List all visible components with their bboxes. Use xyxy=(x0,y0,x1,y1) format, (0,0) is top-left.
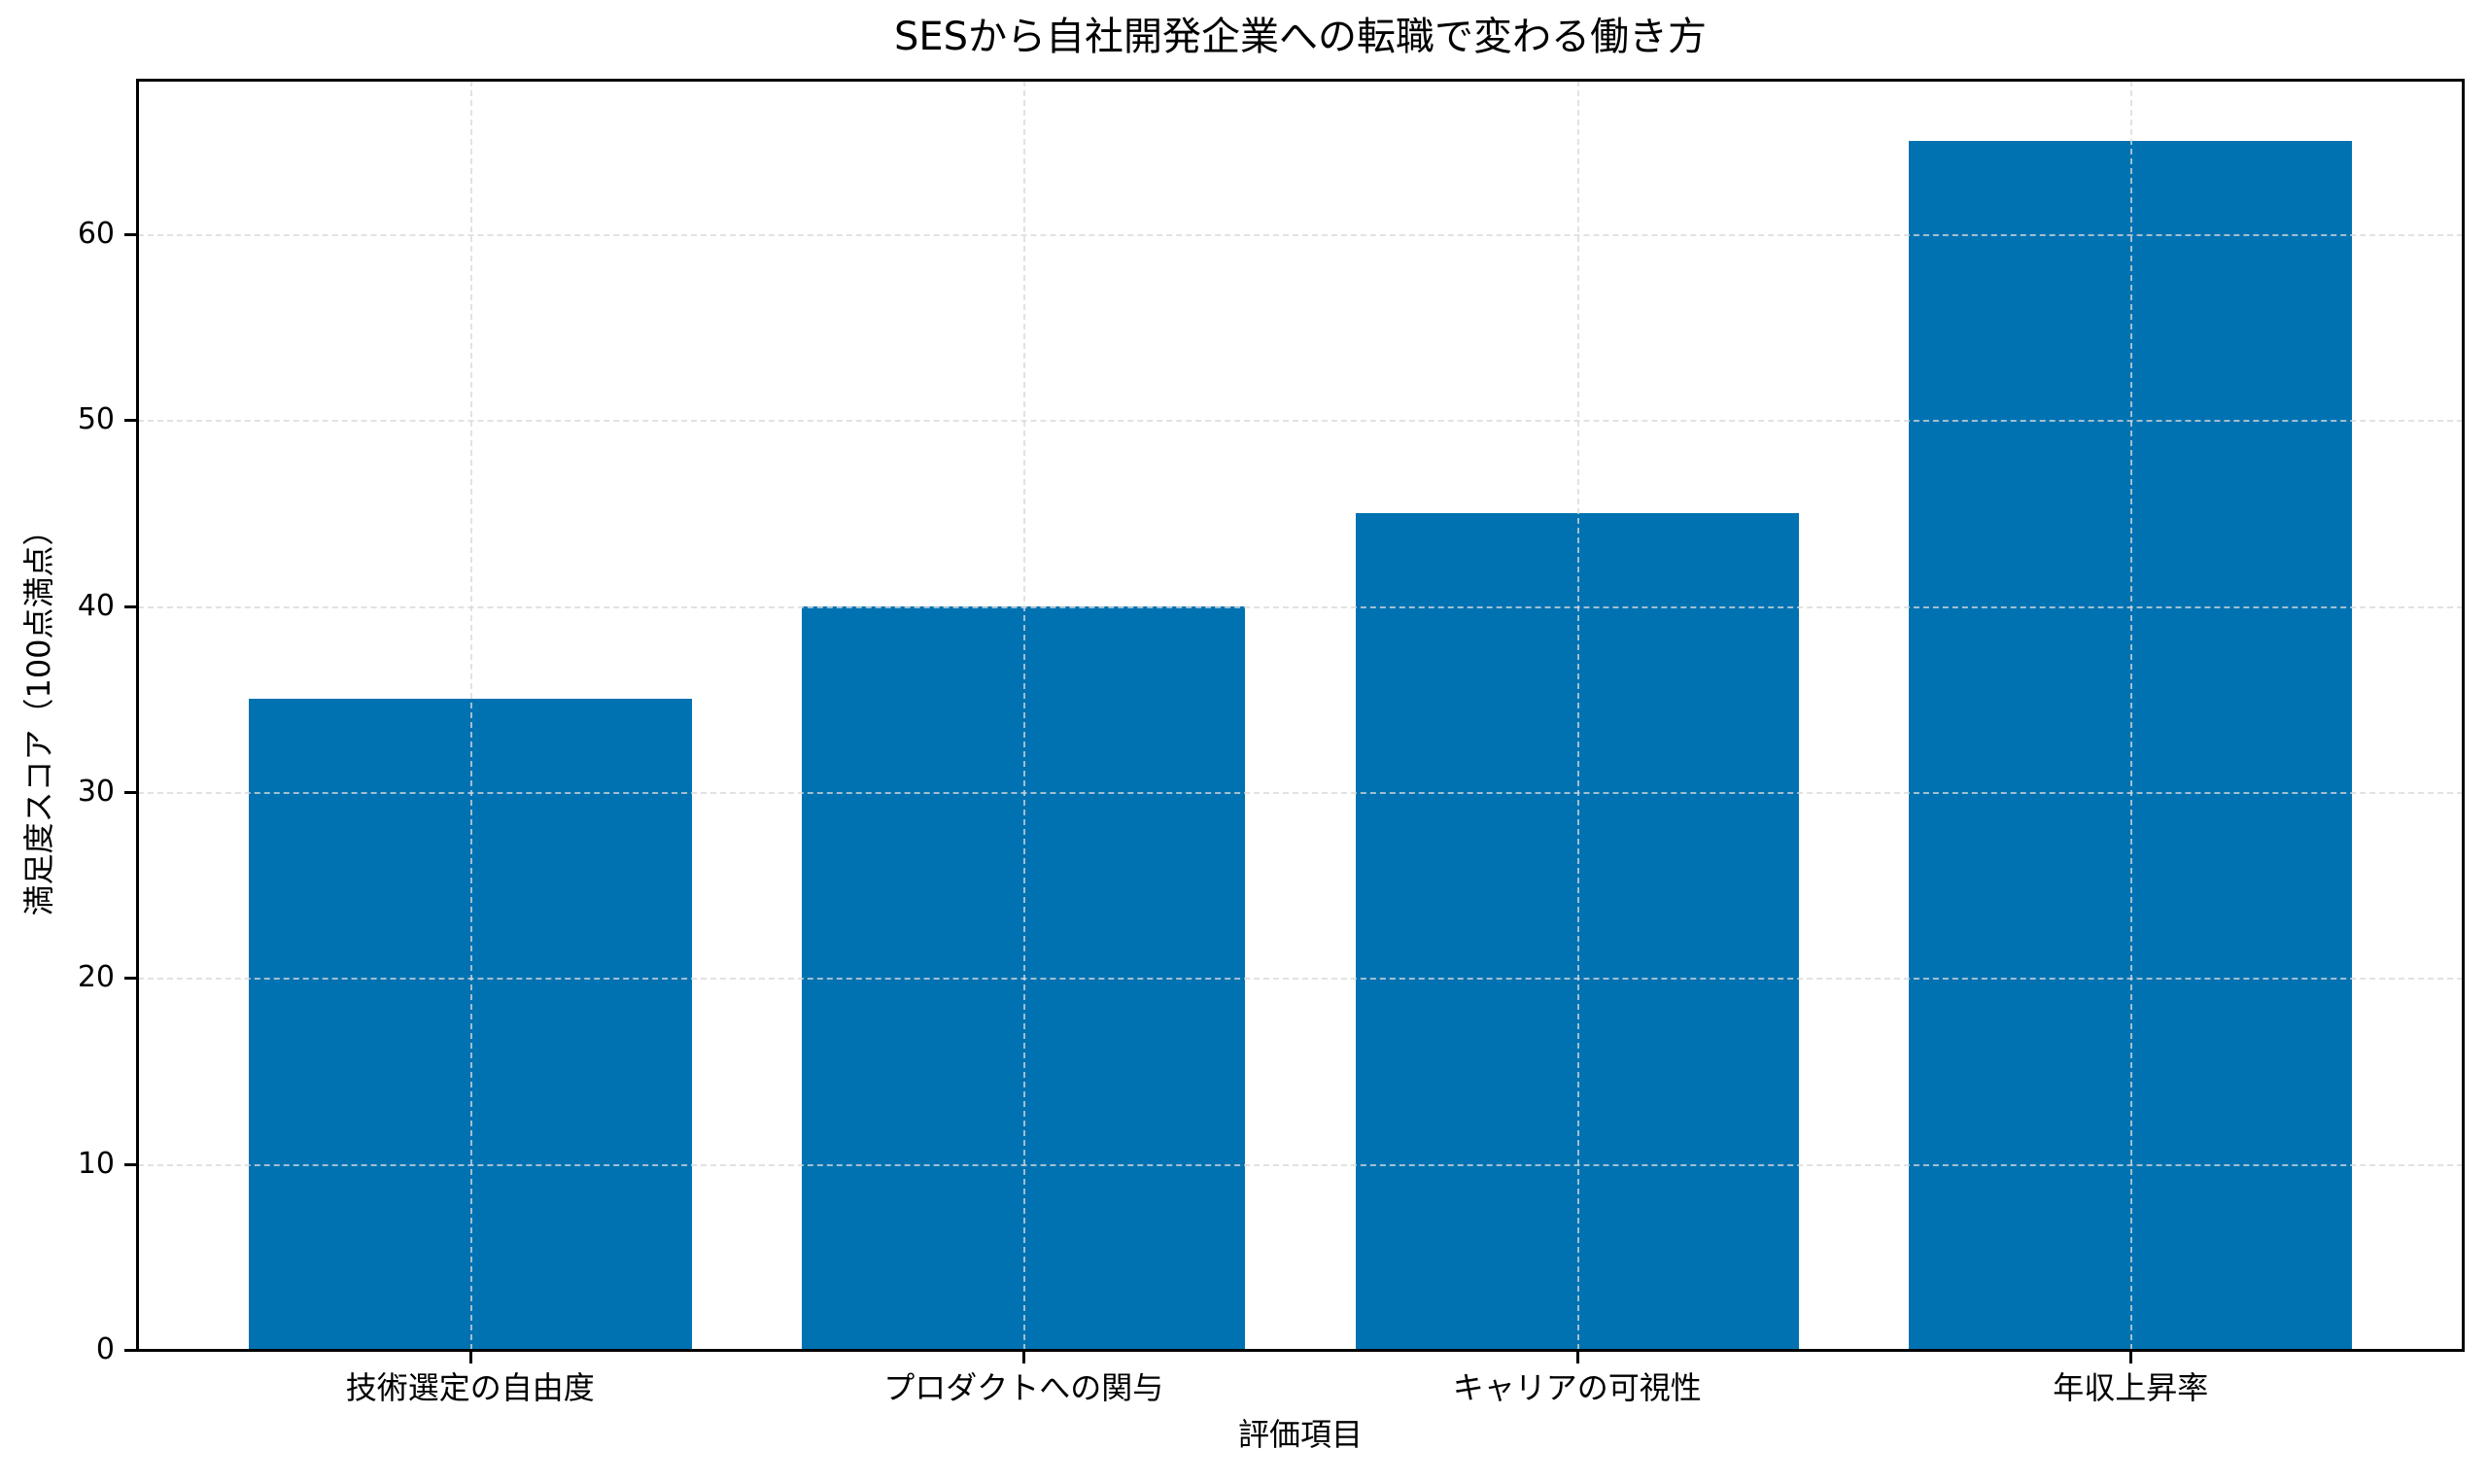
y-tick-label: 0 xyxy=(95,1332,115,1366)
gridline-horizontal xyxy=(138,233,2463,236)
chart-title: SESから自社開発企業への転職で変わる働き方 xyxy=(893,15,1708,59)
gridline-horizontal xyxy=(138,1163,2463,1166)
gridline-vertical xyxy=(469,81,472,1350)
y-tick-label: 40 xyxy=(77,588,115,623)
y-tick-mark xyxy=(124,419,138,423)
x-tick-label: キャリアの可視性 xyxy=(1452,1369,1702,1406)
y-tick-label: 50 xyxy=(77,402,115,437)
x-tick-label: 技術選定の自由度 xyxy=(345,1369,595,1406)
y-tick-mark xyxy=(124,1162,138,1166)
bar xyxy=(1355,512,1799,1350)
gridline-horizontal xyxy=(138,791,2463,794)
y-axis-label: 満足度スコア（100点満点） xyxy=(20,514,57,916)
gridline-vertical xyxy=(1023,81,1026,1350)
y-tick-label: 10 xyxy=(77,1146,115,1181)
y-tick-mark xyxy=(124,604,138,608)
x-tick-mark xyxy=(468,1350,472,1363)
gridline-vertical xyxy=(1576,81,1579,1350)
y-tick-label: 60 xyxy=(77,216,115,251)
x-tick-mark xyxy=(1022,1350,1026,1363)
x-tick-label: プロダクトへの関与 xyxy=(883,1369,1164,1406)
y-tick-mark xyxy=(124,790,138,794)
bar xyxy=(1909,141,2353,1350)
gridline-vertical xyxy=(2130,81,2133,1350)
x-axis-label: 評価項目 xyxy=(1237,1416,1363,1453)
gridline-horizontal xyxy=(138,978,2463,981)
y-tick-mark xyxy=(124,977,138,981)
bar xyxy=(248,699,692,1350)
gridline-horizontal xyxy=(138,605,2463,608)
x-tick-mark xyxy=(2129,1350,2133,1363)
y-tick-mark xyxy=(124,1349,138,1352)
y-tick-label: 20 xyxy=(77,960,115,995)
gridline-horizontal xyxy=(138,420,2463,423)
y-tick-label: 30 xyxy=(77,774,115,809)
x-tick-label: 年収上昇率 xyxy=(2053,1369,2209,1406)
y-tick-mark xyxy=(124,232,138,236)
x-tick-mark xyxy=(1575,1350,1579,1363)
plot-area xyxy=(138,81,2463,1350)
